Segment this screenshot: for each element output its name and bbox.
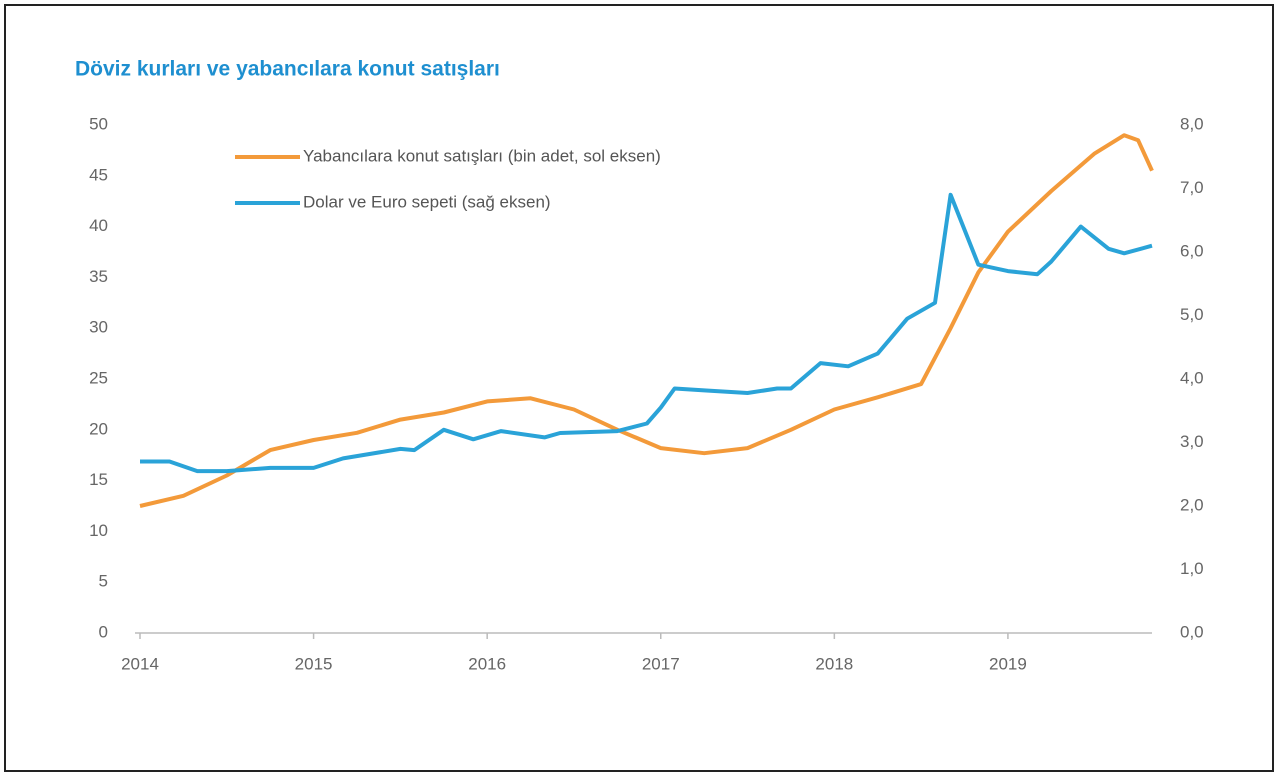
legend-label: Dolar ve Euro sepeti (sağ eksen) (303, 192, 551, 211)
y2-tick-label: 7,0 (1180, 178, 1204, 197)
y-tick-label: 10 (89, 521, 108, 540)
x-tick-label: 2014 (121, 654, 159, 673)
y2-tick-label: 8,0 (1180, 114, 1204, 133)
y2-tick-label: 5,0 (1180, 305, 1204, 324)
y-tick-label: 35 (89, 267, 108, 286)
y-tick-label: 50 (89, 114, 108, 133)
y-tick-label: 0 (99, 622, 108, 641)
y2-tick-label: 2,0 (1180, 495, 1204, 514)
y-tick-label: 25 (89, 368, 108, 387)
x-tick-label: 2016 (468, 654, 506, 673)
y2-tick-label: 3,0 (1180, 432, 1204, 451)
y-tick-label: 40 (89, 216, 108, 235)
x-tick-label: 2017 (642, 654, 680, 673)
y-tick-label: 5 (99, 572, 108, 591)
y-tick-label: 15 (89, 470, 108, 489)
y2-tick-label: 0,0 (1180, 622, 1204, 641)
y2-tick-label: 6,0 (1180, 241, 1204, 260)
series-line (140, 192, 1153, 474)
frame (4, 4, 1274, 772)
series-line (139, 133, 1154, 508)
chart-title: Döviz kurları ve yabancılara konut satış… (75, 58, 500, 81)
y-tick-label: 30 (89, 318, 108, 337)
legend-label: Yabancılara konut satışları (bin adet, s… (303, 146, 661, 165)
y-tick-label: 45 (89, 165, 108, 184)
x-tick-label: 2018 (815, 654, 853, 673)
y2-tick-label: 4,0 (1180, 368, 1204, 387)
y-tick-label: 20 (89, 419, 108, 438)
x-tick-label: 2019 (989, 654, 1027, 673)
x-tick-label: 2015 (295, 654, 333, 673)
y2-tick-label: 1,0 (1180, 559, 1204, 578)
